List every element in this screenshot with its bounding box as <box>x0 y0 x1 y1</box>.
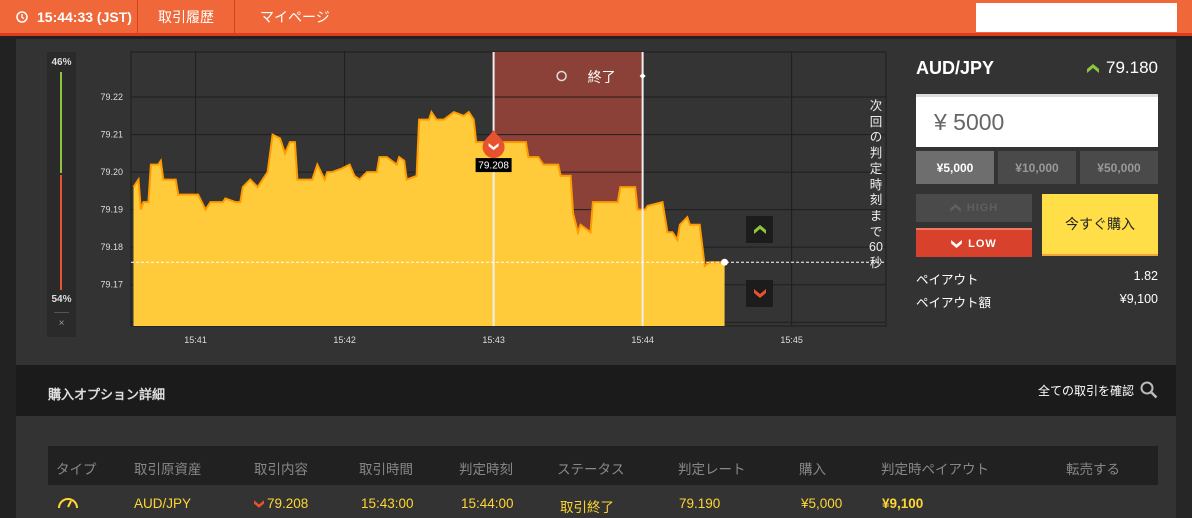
low-label: LOW <box>968 237 997 250</box>
price-value: 79.180 <box>1106 58 1158 77</box>
y-tick-label: 79.18 <box>100 242 123 252</box>
nav-my-page[interactable]: マイページ <box>260 8 330 25</box>
price-line <box>132 109 725 268</box>
search-icon <box>1140 381 1158 399</box>
col-asset: 取引原資産 <box>134 462 202 477</box>
col-purchase: 購入 <box>799 462 826 477</box>
low-bar <box>60 175 62 290</box>
expiry-marker <box>639 73 646 79</box>
col-resell: 転売する <box>1066 462 1120 477</box>
scrollbar[interactable] <box>1176 39 1192 518</box>
clock-icon <box>16 10 28 23</box>
row-purchase: ¥5,000 <box>801 496 843 511</box>
row-trade-time: 15:43:00 <box>361 496 414 511</box>
amount-input[interactable]: ¥ 5000 <box>916 94 1158 147</box>
entry-price-box <box>475 158 512 173</box>
row-content: 79.208 <box>254 496 308 511</box>
view-all-trades-link[interactable]: 全ての取引を確認 <box>1038 381 1158 399</box>
details-table: タイプ 取引原資産 取引内容 取引時間 判定時刻 ステータス 判定レート 購入 … <box>48 446 1158 515</box>
chart-low-button[interactable] <box>746 280 773 307</box>
payout-amount-row: ペイアウト額 ¥9,100 <box>916 292 1158 311</box>
price-area <box>133 112 725 326</box>
countdown-text: 次回の判定時刻まで60秒 <box>869 99 883 271</box>
payout-amount-value: ¥9,100 <box>1119 292 1158 306</box>
high-label: HIGH <box>966 202 999 214</box>
sentiment-bar: 46% 54% × <box>47 52 76 337</box>
quick-amount-5000[interactable]: ¥5,000 <box>916 151 994 184</box>
x-tick-label: 15:44 <box>631 335 654 345</box>
chevron-down-icon <box>951 239 962 248</box>
quick-amount-50000[interactable]: ¥50,000 <box>1080 151 1158 184</box>
col-rate: 判定レート <box>678 462 746 477</box>
account-box <box>976 3 1177 32</box>
nav-trade-history[interactable]: 取引履歴 <box>138 0 235 33</box>
chevron-up-icon <box>1087 63 1099 73</box>
col-judge-time: 判定時刻 <box>459 462 513 477</box>
details-header: 購入オプション詳細 全ての取引を確認 <box>16 365 1176 416</box>
row-status: 取引終了 <box>560 500 614 515</box>
close-sentiment-button[interactable]: × <box>58 318 65 329</box>
current-price-dot <box>721 258 729 266</box>
asset-pair[interactable]: AUD/JPY <box>916 58 995 78</box>
chevron-down-icon <box>254 499 264 508</box>
quick-amount-10000[interactable]: ¥10,000 <box>998 151 1076 184</box>
x-tick-label: 15:45 <box>780 335 803 345</box>
view-all-label: 全ての取引を確認 <box>1037 383 1134 398</box>
clock-time: 15:44:33 (JST) <box>37 8 132 25</box>
y-tick-label: 79.20 <box>100 167 123 177</box>
low-button[interactable]: LOW <box>916 228 1032 257</box>
clock: 15:44:33 (JST) <box>0 0 138 33</box>
high-button[interactable]: HIGH <box>916 194 1032 222</box>
entry-price-label: 79.208 <box>478 161 509 172</box>
col-status: ステータス <box>557 462 625 477</box>
col-trade-time: 取引時間 <box>359 462 413 477</box>
high-bar <box>60 72 62 173</box>
col-payout: 判定時ペイアウト <box>881 462 989 477</box>
low-percent: 54% <box>51 294 72 305</box>
x-tick-label: 15:41 <box>184 335 207 345</box>
chart-high-button[interactable] <box>746 216 773 243</box>
expired-label-group <box>556 70 567 82</box>
chevron-down-icon <box>753 289 766 298</box>
x-tick-label: 15:43 <box>482 335 505 345</box>
payout-value: 1.82 <box>1133 269 1158 283</box>
row-asset: AUD/JPY <box>134 496 192 511</box>
row-payout: ¥9,100 <box>882 496 924 511</box>
y-tick-label: 79.17 <box>100 280 123 290</box>
y-tick-label: 79.22 <box>100 92 123 102</box>
row-rate: 79.190 <box>679 496 721 511</box>
entry-marker <box>482 130 505 159</box>
chevron-down-icon <box>488 143 499 151</box>
chevron-up-icon <box>753 225 766 234</box>
col-content: 取引内容 <box>254 462 308 477</box>
row-judge-time: 15:44:00 <box>461 496 514 511</box>
gauge-icon <box>58 498 78 509</box>
details-title: 購入オプション詳細 <box>48 387 166 402</box>
payout-row: ペイアウト 1.82 <box>916 269 1158 288</box>
buy-now-button[interactable]: 今すぐ購入 <box>1042 194 1158 256</box>
payout-amount-label: ペイアウト額 <box>916 296 992 310</box>
y-tick-label: 79.21 <box>100 130 123 140</box>
col-type: タイプ <box>56 462 97 477</box>
current-price: 79.180 <box>1087 58 1158 78</box>
payout-label: ペイアウト <box>916 273 979 287</box>
history-icon <box>556 70 567 82</box>
high-percent: 46% <box>51 57 72 68</box>
expired-label: 終了 <box>588 69 616 85</box>
row-content-value: 79.208 <box>267 496 309 511</box>
y-tick-label: 79.19 <box>100 205 123 215</box>
chevron-up-icon <box>949 204 961 212</box>
x-tick-label: 15:42 <box>333 335 356 345</box>
